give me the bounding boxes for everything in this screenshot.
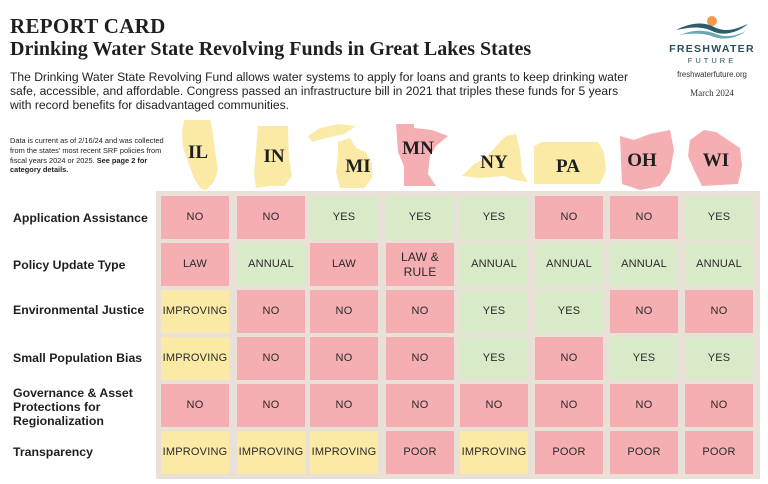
- grade-cell-il-row-4: IMPROVING: [161, 337, 229, 380]
- grade-cell-in-row-1: NO: [237, 196, 305, 239]
- grade-cell-mi-row-5: NO: [310, 384, 378, 427]
- grade-cell-pa-row-6: POOR: [535, 431, 603, 474]
- grade-cell-pa-row-4: NO: [535, 337, 603, 380]
- grade-cell-mi-row-4: NO: [310, 337, 378, 380]
- grade-cell-oh-row-2: ANNUAL: [610, 243, 678, 286]
- grade-cell-wi-row-5: NO: [685, 384, 753, 427]
- state-label-pa: PA: [556, 156, 580, 177]
- logo-brand-future: FUTURE: [687, 56, 737, 65]
- grade-cell-mi-row-6: IMPROVING: [310, 431, 378, 474]
- grade-cell-ny-row-5: NO: [460, 384, 528, 427]
- grade-cell-pa-row-3: YES: [535, 290, 603, 333]
- row-label-governance-regionalization: Governance & Asset Protections for Regio…: [13, 386, 133, 428]
- grade-cell-ny-row-4: YES: [460, 337, 528, 380]
- logo-brand-freshwater: FRESHWATER: [669, 43, 755, 55]
- grade-cell-wi-row-6: POOR: [685, 431, 753, 474]
- grade-cell-in-row-2: ANNUAL: [237, 243, 305, 286]
- grade-cell-pa-row-1: NO: [535, 196, 603, 239]
- state-label-wi: WI: [702, 150, 730, 171]
- grade-cell-pa-row-5: NO: [535, 384, 603, 427]
- freshwater-future-logo: FRESHWATER FUTURE freshwaterfuture.org M…: [664, 12, 760, 102]
- grade-cell-oh-row-1: NO: [610, 196, 678, 239]
- logo-website-url: freshwaterfuture.org: [677, 70, 747, 79]
- grade-cell-oh-row-6: POOR: [610, 431, 678, 474]
- report-card-grid: NO NO YES YES YES NO NO YES LAW ANNUAL LAW LAW & RU…: [156, 191, 760, 479]
- intro-paragraph: The Drinking Water State Revolving Fund …: [10, 70, 628, 112]
- grade-cell-mn-row-4: NO: [386, 337, 454, 380]
- logo-wave-sun-icon: [676, 16, 748, 39]
- state-label-oh: OH: [627, 150, 657, 171]
- grade-cell-wi-row-1: YES: [685, 196, 753, 239]
- data-note: Data is current as of 2/16/24 and was co…: [10, 136, 168, 175]
- grade-cell-il-row-2: LAW: [161, 243, 229, 286]
- grade-cell-in-row-5: NO: [237, 384, 305, 427]
- grade-cell-mi-row-3: NO: [310, 290, 378, 333]
- row-label-environmental-justice: Environmental Justice: [13, 303, 145, 317]
- grade-cell-mn-row-2: LAW & RULE: [386, 243, 454, 286]
- grade-cell-oh-row-3: NO: [610, 290, 678, 333]
- grade-cell-wi-row-2: ANNUAL: [685, 243, 753, 286]
- grade-cell-wi-row-3: NO: [685, 290, 753, 333]
- grade-cell-il-row-5: NO: [161, 384, 229, 427]
- grade-cell-il-row-6: IMPROVING: [161, 431, 229, 474]
- grade-cell-pa-row-2: ANNUAL: [535, 243, 603, 286]
- state-label-il: IL: [187, 142, 209, 163]
- grade-cell-mn-row-1: YES: [386, 196, 454, 239]
- state-label-mn: MN: [402, 138, 434, 159]
- row-label-transparency: Transparency: [13, 445, 93, 459]
- grade-cell-il-row-1: NO: [161, 196, 229, 239]
- grade-cell-ny-row-3: YES: [460, 290, 528, 333]
- data-note-text: Data is current as of 2/16/24 and was co…: [10, 136, 164, 165]
- state-label-in: IN: [263, 146, 285, 167]
- data-note-see-page-2: See page 2 for category details.: [10, 155, 148, 175]
- grade-cell-in-row-4: NO: [237, 337, 305, 380]
- grade-cell-wi-row-4: YES: [685, 337, 753, 380]
- grade-cell-ny-row-6: IMPROVING: [460, 431, 528, 474]
- grade-cell-mi-row-2: LAW: [310, 243, 378, 286]
- grade-cell-oh-row-4: YES: [610, 337, 678, 380]
- row-label-application-assistance: Application Assistance: [13, 211, 148, 225]
- grade-cell-mn-row-5: NO: [386, 384, 454, 427]
- state-label-mi: MI: [345, 156, 371, 177]
- report-subtitle: Drinking Water State Revolving Funds in …: [10, 38, 532, 60]
- grade-cell-mn-row-3: NO: [386, 290, 454, 333]
- grade-cell-in-row-6: IMPROVING: [237, 431, 305, 474]
- grade-cell-il-row-3: IMPROVING: [161, 290, 229, 333]
- grade-cell-mn-row-6: POOR: [386, 431, 454, 474]
- report-title: REPORT CARD: [10, 14, 166, 38]
- report-date: March 2024: [690, 88, 734, 98]
- grade-cell-ny-row-2: ANNUAL: [460, 243, 528, 286]
- row-label-policy-update-type: Policy Update Type: [13, 258, 126, 272]
- grade-cell-mi-row-1: YES: [310, 196, 378, 239]
- state-label-ny: NY: [480, 152, 508, 173]
- grade-cell-oh-row-5: NO: [610, 384, 678, 427]
- grade-cell-in-row-3: NO: [237, 290, 305, 333]
- grade-cell-ny-row-1: YES: [460, 196, 528, 239]
- row-label-small-population-bias: Small Population Bias: [13, 351, 143, 365]
